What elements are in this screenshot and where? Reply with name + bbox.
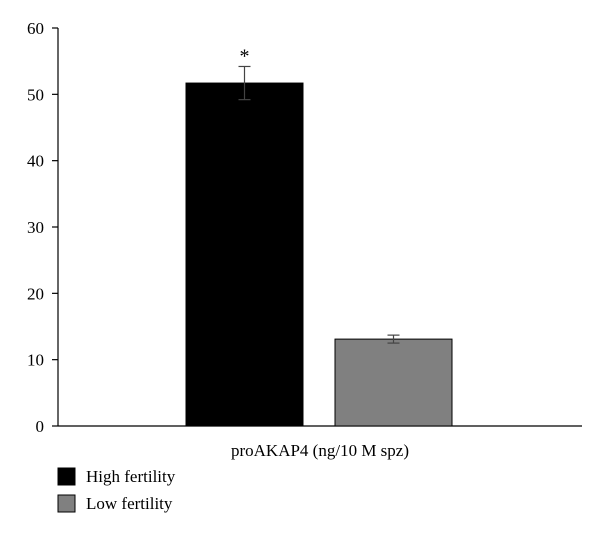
y-tick-label: 10 bbox=[27, 351, 44, 370]
bar-high-fertility bbox=[185, 82, 304, 427]
legend-swatch bbox=[57, 467, 76, 486]
bar-low-fertility bbox=[334, 338, 453, 427]
significance-marker: * bbox=[240, 45, 250, 67]
legend-label: High fertility bbox=[86, 467, 176, 486]
x-axis-title: proAKAP4 (ng/10 M spz) bbox=[231, 441, 409, 460]
y-tick-label: 30 bbox=[27, 218, 44, 237]
y-tick-label: 0 bbox=[36, 417, 45, 436]
y-tick-label: 40 bbox=[27, 152, 44, 171]
bars: * bbox=[185, 45, 453, 427]
y-tick-label: 60 bbox=[27, 19, 44, 38]
y-tick-label: 20 bbox=[27, 284, 44, 303]
legend: High fertility Low fertility bbox=[57, 467, 176, 513]
y-ticks: 0 10 20 30 40 50 60 bbox=[27, 19, 58, 436]
legend-swatch bbox=[57, 494, 76, 513]
y-tick-label: 50 bbox=[27, 85, 44, 104]
legend-label: Low fertility bbox=[86, 494, 173, 513]
y-axis: 0 10 20 30 40 50 60 bbox=[27, 19, 59, 436]
